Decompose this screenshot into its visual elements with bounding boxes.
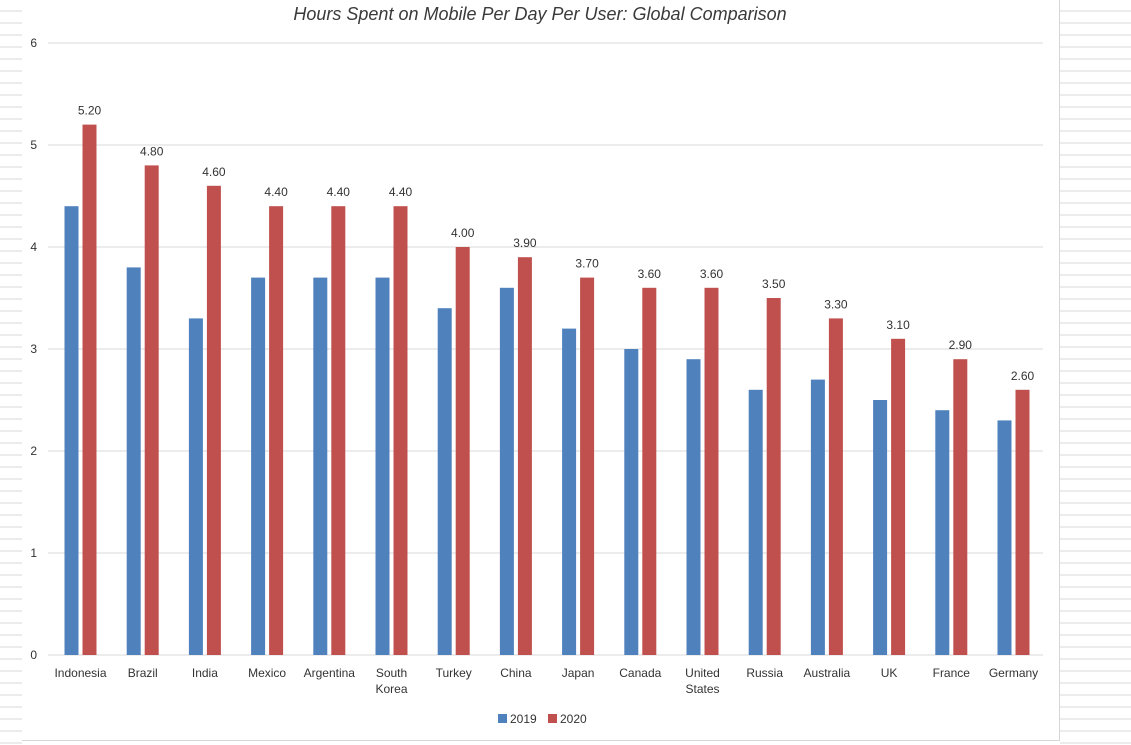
chart-title: Hours Spent on Mobile Per Day Per User: … <box>293 4 786 24</box>
bar-2020 <box>891 338 906 655</box>
x-category-label: Mexico <box>248 666 286 680</box>
data-label-2020: 3.90 <box>513 236 537 250</box>
bar-2019 <box>686 359 701 655</box>
bar-2019 <box>624 349 639 655</box>
data-label-2020: 4.00 <box>451 226 475 240</box>
bar-2019 <box>375 277 390 655</box>
data-labels: 5.20 4.80 4.60 4.40 4.40 4.40 4.00 3.90 3.70 3.60… <box>78 104 1035 383</box>
y-tick-label: 6 <box>30 36 37 50</box>
data-label-2020: 3.60 <box>700 267 724 281</box>
x-category-label: Indonesia <box>54 666 106 680</box>
legend-label-2019: 2019 <box>510 712 537 726</box>
y-tick-label: 2 <box>30 444 37 458</box>
x-category-label: South <box>376 666 407 680</box>
bar-2020 <box>331 206 346 655</box>
x-category-label: Argentina <box>304 666 356 680</box>
bar-2020 <box>1015 389 1030 655</box>
bar-2020 <box>393 206 408 655</box>
x-category-label: Russia <box>746 666 783 680</box>
bar-2020 <box>580 277 595 655</box>
bar-2020 <box>828 318 843 655</box>
data-label-2020: 2.60 <box>1011 369 1035 383</box>
bar-2020 <box>269 206 284 655</box>
legend-swatch-2019 <box>498 714 507 723</box>
bar-2020 <box>766 298 781 655</box>
bar-2019 <box>437 308 452 655</box>
x-category-label: Canada <box>619 666 661 680</box>
bar-2020 <box>517 257 532 655</box>
bars <box>64 124 1030 656</box>
x-category-label: Korea <box>375 682 407 696</box>
bar-2019 <box>810 379 825 655</box>
data-label-2020: 2.90 <box>949 338 973 352</box>
data-label-2020: 4.40 <box>264 185 288 199</box>
bar-2019 <box>251 277 266 655</box>
x-category-label: Turkey <box>436 666 472 680</box>
x-category-label: China <box>500 666 532 680</box>
data-label-2020: 4.60 <box>202 165 226 179</box>
data-label-2020: 3.70 <box>575 257 599 271</box>
x-category-label: United <box>685 666 720 680</box>
x-category-label: Japan <box>562 666 595 680</box>
data-label-2020: 4.40 <box>327 185 351 199</box>
bar-2019 <box>562 328 577 655</box>
data-label-2020: 3.10 <box>886 318 910 332</box>
x-category-label: India <box>192 666 218 680</box>
y-tick-label: 0 <box>30 648 37 662</box>
x-category-label: Brazil <box>128 666 158 680</box>
bar-2020 <box>144 165 159 655</box>
x-category-label: Germany <box>989 666 1038 680</box>
y-tick-label: 4 <box>30 240 37 254</box>
data-label-2020: 3.50 <box>762 277 786 291</box>
legend-swatch-2020 <box>548 714 557 723</box>
bar-2020 <box>642 287 657 655</box>
bar-2019 <box>126 267 141 655</box>
bar-2019 <box>748 389 763 655</box>
data-label-2020: 3.60 <box>638 267 662 281</box>
bar-2020 <box>82 124 97 656</box>
bar-2019 <box>873 400 888 655</box>
left-margin-background <box>0 0 22 745</box>
x-category-label: Australia <box>804 666 851 680</box>
bar-2019 <box>997 420 1012 655</box>
y-tick-label: 3 <box>30 342 37 356</box>
data-label-2020: 4.40 <box>389 185 413 199</box>
data-label-2020: 3.30 <box>824 297 848 311</box>
y-tick-label: 1 <box>30 546 37 560</box>
x-category-label: UK <box>881 666 898 680</box>
right-margin-background <box>1060 0 1131 745</box>
bar-2020 <box>704 287 719 655</box>
bar-2020 <box>206 185 221 656</box>
legend-label-2020: 2020 <box>560 712 587 726</box>
legend: 2019 2020 <box>498 712 587 726</box>
bar-2020 <box>953 359 968 655</box>
bar-2019 <box>188 318 203 655</box>
data-label-2020: 4.80 <box>140 144 164 158</box>
data-label-2020: 5.20 <box>78 104 102 118</box>
x-category-label: States <box>685 682 719 696</box>
x-axis: Indonesia Brazil India Mexico Argentina South… <box>54 666 1038 696</box>
bar-2019 <box>935 410 950 655</box>
bar-2019 <box>313 277 328 655</box>
bar-2020 <box>455 247 470 655</box>
bar-2019 <box>499 287 514 655</box>
y-tick-label: 5 <box>30 138 37 152</box>
bar-2019 <box>64 206 79 655</box>
x-category-label: France <box>933 666 971 680</box>
y-axis: 0 1 2 3 4 5 6 <box>30 36 37 662</box>
